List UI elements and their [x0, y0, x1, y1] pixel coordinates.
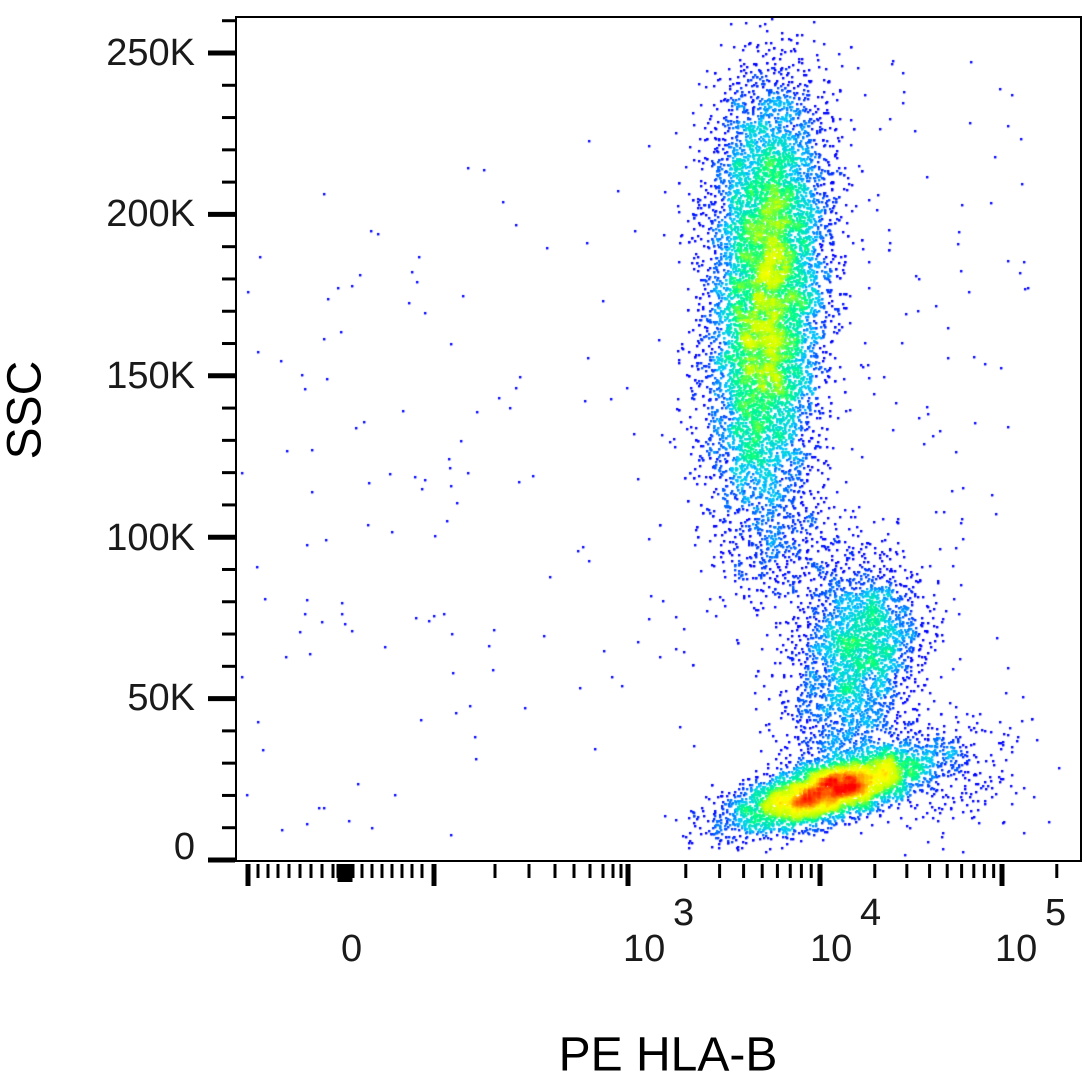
y-tick-label-0: 0	[173, 826, 195, 868]
x-tick-base: 10	[810, 928, 853, 970]
x-tick-exponent: 3	[673, 892, 695, 934]
x-tick-base: 0	[341, 928, 363, 970]
y-tick-label-100k: 100K	[106, 517, 195, 559]
x-tick-label-1e3: 10 3	[623, 894, 694, 970]
x-axis-title: PE HLA-B	[558, 1028, 778, 1082]
x-tick-base: 10	[995, 928, 1038, 970]
x-tick-label-1e5: 10 5	[995, 894, 1066, 970]
y-tick-label-150k: 150K	[106, 355, 195, 397]
y-axis-title: SSC	[0, 360, 52, 460]
y-tick-label-200k: 200K	[106, 193, 195, 235]
x-tick-exponent: 5	[1045, 892, 1067, 934]
x-tick-label-0: 0	[341, 930, 362, 968]
x-tick-exponent: 4	[860, 892, 882, 934]
x-tick-label-1e4: 10 4	[810, 894, 881, 970]
y-tick-label-250k: 250K	[106, 32, 195, 74]
scatter-density-canvas	[237, 18, 1080, 860]
y-tick-label-50k: 50K	[127, 677, 195, 719]
x-tick-base: 10	[623, 928, 666, 970]
